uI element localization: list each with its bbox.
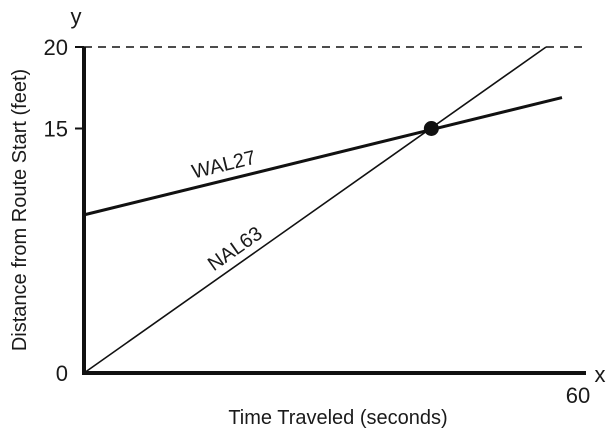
y-axis-title: Distance from Route Start (feet) bbox=[9, 69, 31, 351]
points bbox=[423, 121, 439, 136]
x-axis-title: Time Traveled (seconds) bbox=[228, 407, 447, 429]
y-tick-label-15: 15 bbox=[44, 117, 68, 142]
series-line-nal63 bbox=[83, 46, 547, 374]
series-labels: WAL27 NAL63 bbox=[190, 147, 267, 276]
x-tick-label-60: 60 bbox=[566, 383, 590, 408]
series-lines bbox=[83, 46, 563, 374]
y-tick-label-20: 20 bbox=[44, 35, 68, 60]
series-label-nal63: NAL63 bbox=[204, 223, 267, 276]
series-line-wal27 bbox=[83, 96, 563, 217]
x-axis-letter: x bbox=[595, 362, 606, 387]
axes bbox=[82, 47, 586, 375]
y-axis-letter: y bbox=[71, 4, 82, 29]
ticks: 0 15 20 60 bbox=[44, 35, 591, 408]
intersection-point-0 bbox=[423, 121, 439, 136]
series-label-wal27: WAL27 bbox=[190, 147, 258, 184]
y-tick-label-0: 0 bbox=[56, 361, 68, 386]
